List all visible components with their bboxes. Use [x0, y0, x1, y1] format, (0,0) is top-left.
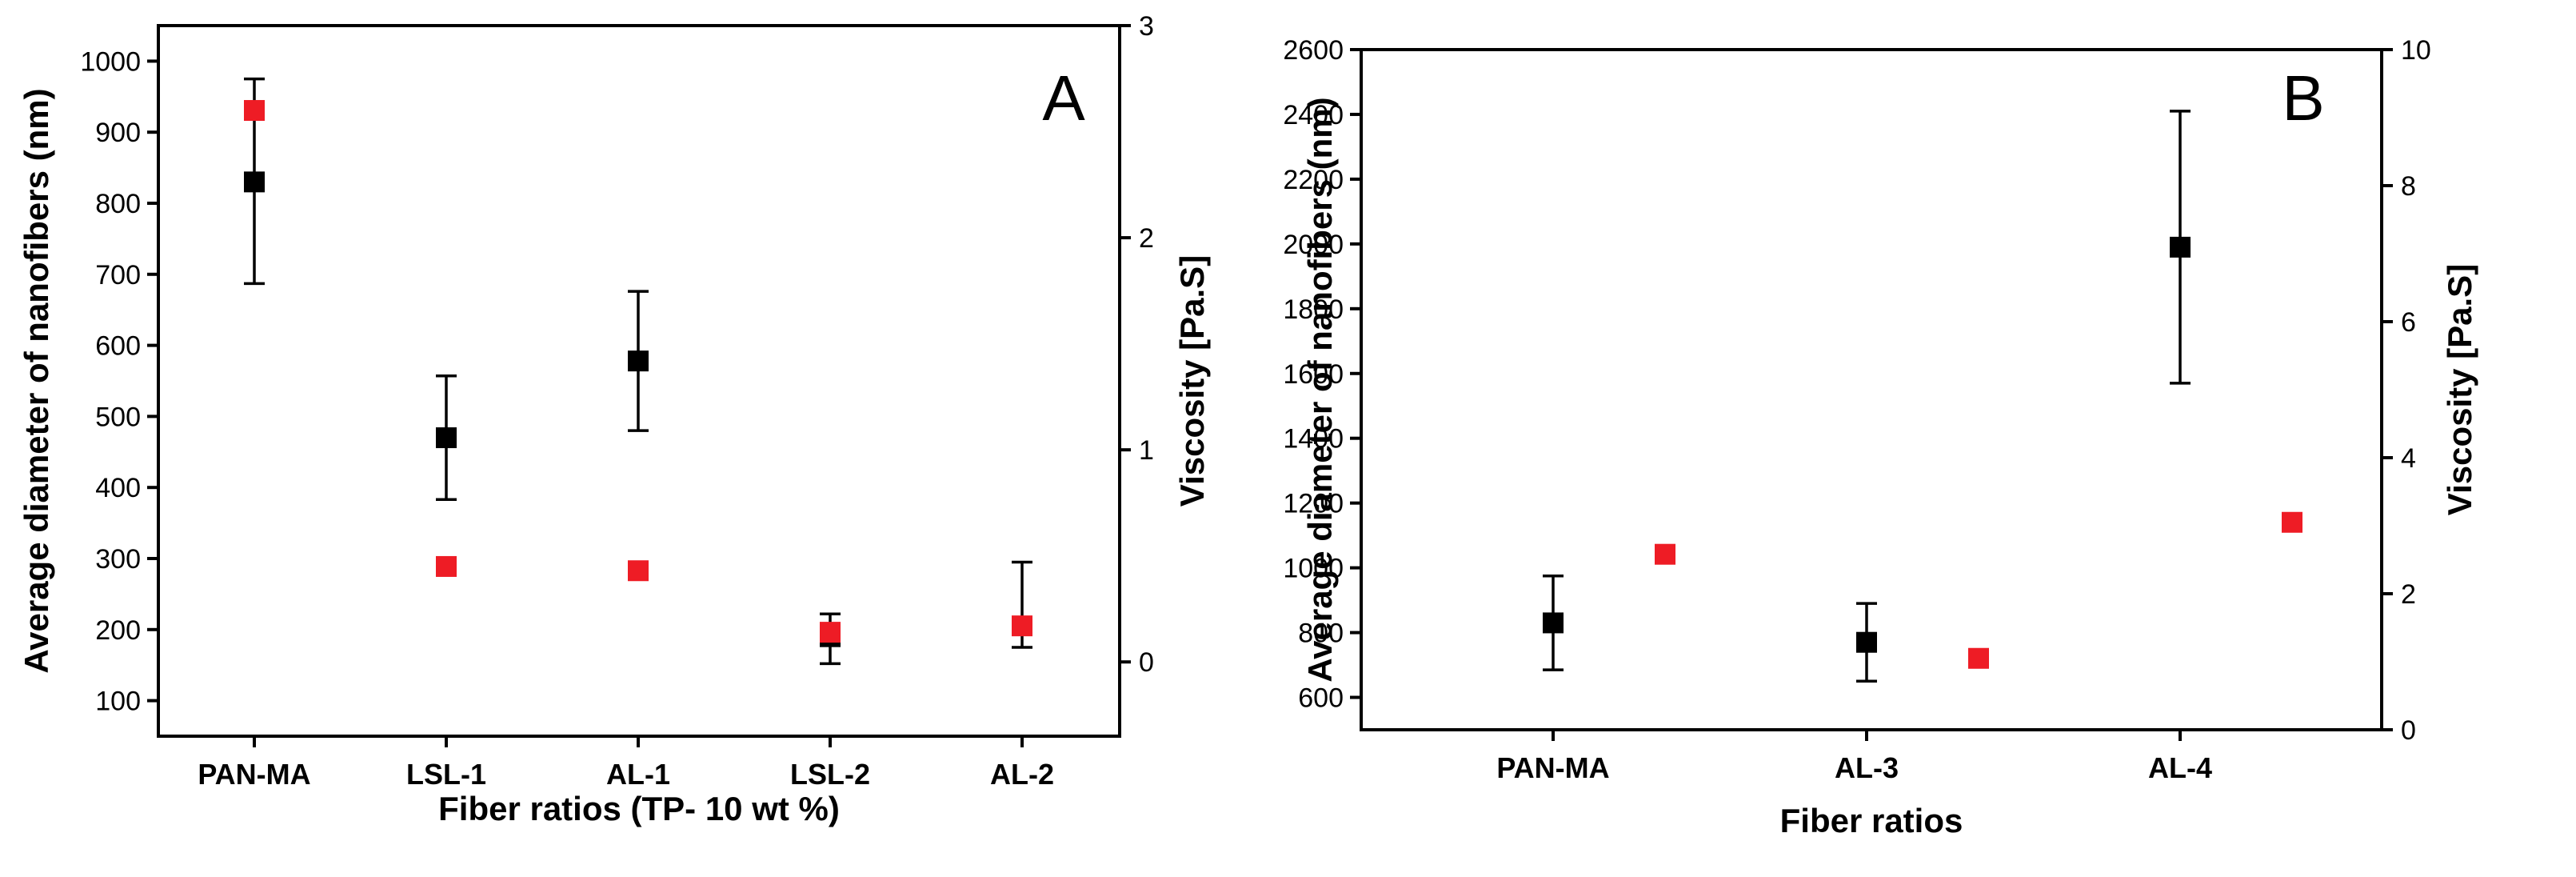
- y2-tick-label: 10: [2401, 35, 2431, 66]
- y-tick-label: 600: [95, 331, 141, 362]
- y2-tick-label: 1: [1139, 435, 1154, 466]
- y2-tick-label: 2: [1139, 223, 1154, 254]
- chart-panel-a: 100 200 300 400 500 600 700 800 900 1000 0 1 2 3 PAN-M…: [18, 11, 1211, 827]
- y-tick-label: 1400: [1283, 424, 1344, 455]
- x-category-label: AL-4: [2148, 751, 2212, 784]
- y-tick-label: 2600: [1283, 35, 1344, 66]
- diameter-point: [1543, 612, 1564, 634]
- y-tick-label: 200: [95, 615, 141, 646]
- x-axis-title: Fiber ratios (TP- 10 wt %): [438, 790, 840, 827]
- y-tick-label: 100: [95, 687, 141, 717]
- y-axis-title: Average diameter of nanofibers (nm): [18, 88, 55, 673]
- viscosity-point: [1968, 647, 1989, 669]
- y-axis-title: Average diameter of nanofibers (nm): [1301, 97, 1339, 682]
- y2-axis-title: Viscosity [Pa.S]: [1173, 255, 1211, 507]
- y-tick-label: 1000: [80, 46, 141, 77]
- y-tick-label: 2200: [1283, 165, 1344, 195]
- diameter-point: [628, 350, 649, 372]
- y2-axis-title: Viscosity [Pa.S]: [2441, 264, 2478, 515]
- y2-tick-label: 2: [2401, 579, 2416, 610]
- y2-tick-label: 4: [2401, 443, 2416, 474]
- chart-panel-b: 6008001000120014001600180020002200240026…: [1283, 35, 2478, 839]
- y2-tick-label: 8: [2401, 171, 2416, 202]
- y2-tick-label: 3: [1139, 11, 1154, 42]
- y-tick-label: 1200: [1283, 489, 1344, 519]
- viscosity-point: [1655, 543, 1675, 565]
- y-tick-label: 1000: [1283, 554, 1344, 584]
- y-tick-label: 2400: [1283, 100, 1344, 130]
- x-category-label: PAN-MA: [1496, 751, 1609, 784]
- y-tick-label: 800: [95, 189, 141, 219]
- viscosity-point: [2282, 511, 2302, 533]
- diameter-point: [1856, 631, 1877, 653]
- panel-label: A: [1042, 62, 1085, 134]
- x-category-label: PAN-MA: [198, 758, 310, 791]
- x-category-label: AL-2: [990, 758, 1054, 791]
- y-tick-label: 1800: [1283, 294, 1344, 325]
- y-tick-label: 500: [95, 402, 141, 432]
- panel-label: B: [2282, 62, 2324, 134]
- x-category-label: AL-3: [1835, 751, 1899, 784]
- y-tick-label: 1600: [1283, 359, 1344, 390]
- diameter-point: [436, 427, 457, 449]
- diameter-point: [2170, 236, 2191, 258]
- x-category-label: LSL-1: [406, 758, 486, 791]
- viscosity-point: [244, 100, 265, 122]
- y-tick-label: 300: [95, 544, 141, 575]
- x-category-label: LSL-2: [790, 758, 870, 791]
- diameter-point: [244, 171, 265, 193]
- y-tick-label: 2000: [1283, 230, 1344, 260]
- viscosity-point: [628, 560, 649, 582]
- x-category-label: AL-1: [606, 758, 670, 791]
- y2-tick-label: 6: [2401, 307, 2416, 338]
- y-tick-label: 600: [1298, 683, 1344, 714]
- y2-tick-label: 0: [2401, 715, 2416, 746]
- y2-tick-label: 0: [1139, 647, 1154, 678]
- y-tick-label: 900: [95, 118, 141, 148]
- y-tick-label: 800: [1298, 619, 1344, 649]
- plot-frame: [1360, 48, 2383, 731]
- viscosity-point: [436, 555, 457, 577]
- viscosity-point: [820, 622, 841, 643]
- viscosity-point: [1012, 615, 1032, 637]
- y-tick-label: 700: [95, 260, 141, 290]
- x-axis-title: Fiber ratios: [1780, 802, 1963, 839]
- y-tick-label: 400: [95, 473, 141, 503]
